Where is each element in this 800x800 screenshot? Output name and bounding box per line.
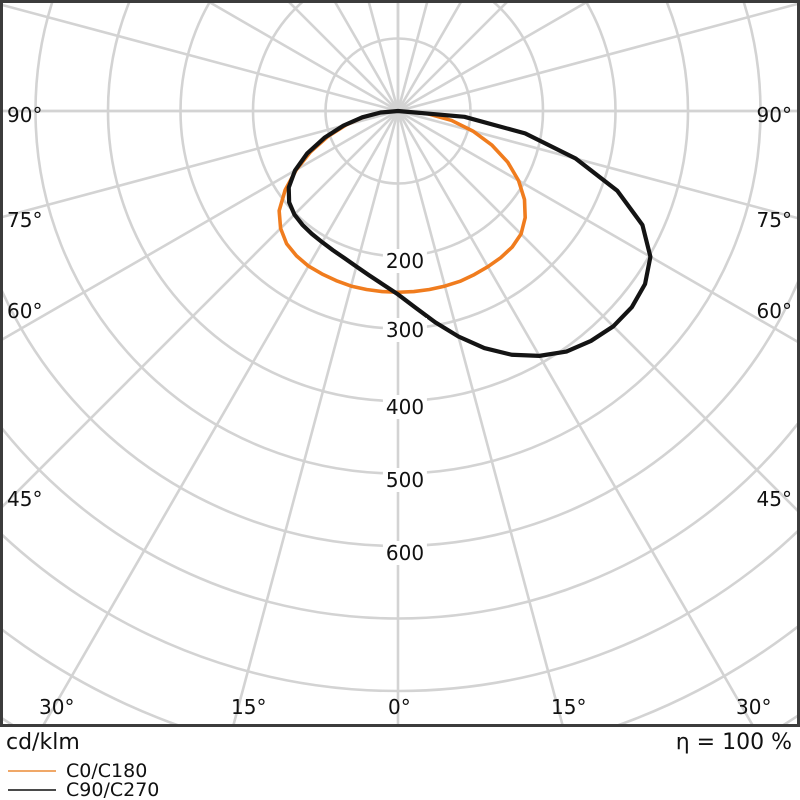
legend-item-c0-c180: C0/C180 xyxy=(8,759,148,782)
angle-label-bottom-30-left: 30° xyxy=(39,695,75,719)
angle-label-right-90: 90° xyxy=(756,103,792,127)
radial-label-200: 200 xyxy=(382,249,428,273)
angle-label-bottom-30-right: 30° xyxy=(736,695,772,719)
legend-label-c0-c180: C0/C180 xyxy=(66,759,148,782)
radial-label-500: 500 xyxy=(382,468,428,492)
angle-label-bottom-15-left: 15° xyxy=(231,695,267,719)
legend-item-c90-c270: C90/C270 xyxy=(8,778,160,800)
efficiency-label: η = 100 % xyxy=(675,730,792,755)
angle-label-right-60: 60° xyxy=(756,299,792,323)
radial-label-300: 300 xyxy=(382,318,428,342)
chart-footer: cd/klm η = 100 % xyxy=(0,727,800,765)
radial-label-400: 400 xyxy=(382,395,428,419)
curve-c90-c270 xyxy=(286,108,653,358)
angle-label-left-45: 45° xyxy=(7,487,43,511)
angle-label-left-60: 60° xyxy=(7,299,43,323)
radial-label-600: 600 xyxy=(382,541,428,565)
angle-label-left-90: 90° xyxy=(7,103,43,127)
angle-label-bottom-15-right: 15° xyxy=(551,695,587,719)
angle-label-right-75: 75° xyxy=(756,208,792,232)
legend-swatch-c0-c180 xyxy=(8,770,56,772)
legend-swatch-c90-c270 xyxy=(8,789,56,791)
chart-legend: C0/C180 C90/C270 xyxy=(0,759,800,800)
angle-label-left-75: 75° xyxy=(7,208,43,232)
angle-label-bottom-0: 0° xyxy=(388,695,411,719)
angle-label-right-45: 45° xyxy=(756,487,792,511)
legend-label-c90-c270: C90/C270 xyxy=(66,778,160,800)
unit-label: cd/klm xyxy=(6,730,80,755)
polar-plot-area: 90° 75° 60° 45° 90° 75° 60° 45° 30° 15° … xyxy=(0,0,800,727)
polar-grid-and-curves xyxy=(3,3,797,724)
